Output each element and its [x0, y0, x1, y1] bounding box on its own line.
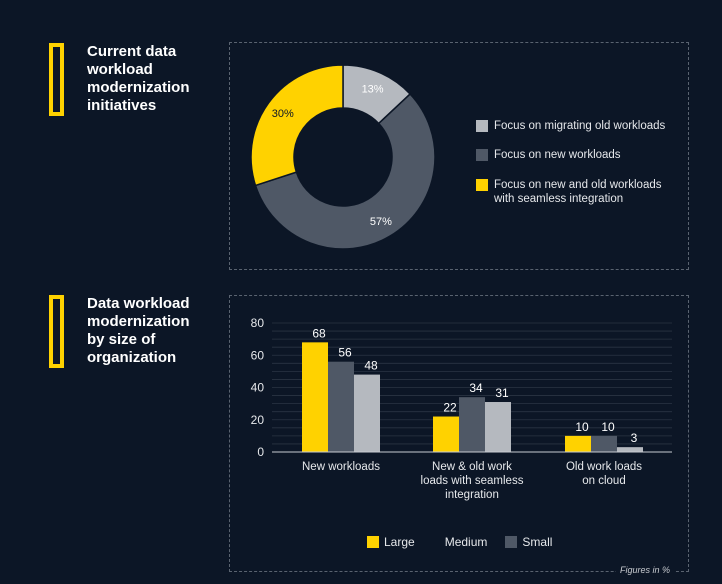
donut-legend-item-migrating: Focus on migrating old workloads: [476, 119, 665, 133]
donut-legend-item-seamless: Focus on new and old workloads with seam…: [476, 178, 662, 206]
bar-chart-panel: [229, 295, 689, 572]
section1-title-line: initiatives: [87, 97, 157, 114]
section2-accent-bar: [49, 295, 64, 368]
legend-swatch-large: [367, 536, 379, 548]
section2-title-line: by size of: [87, 331, 156, 348]
legend-label-medium: Medium: [444, 535, 488, 549]
legend-swatch: [476, 120, 488, 132]
donut-legend-item-new: Focus on new workloads: [476, 148, 621, 162]
section2-title-line: Data workload: [87, 295, 190, 312]
section1-accent-bar: [49, 43, 64, 116]
bar-legend: Large Medium Small: [367, 535, 552, 549]
legend-swatch: [476, 179, 488, 191]
legend-label-small: Small: [522, 535, 553, 549]
section2-title-line: organization: [87, 349, 177, 366]
legend-label: Focus on new workloads: [494, 149, 621, 161]
figures-note: Figures in %: [616, 565, 675, 575]
legend-label: Focus on migrating old workloads: [494, 120, 666, 132]
legend-swatch-small: [505, 536, 518, 548]
section1-title-line: modernization: [87, 79, 190, 96]
section2-title: Data workload modernization by size of o…: [87, 295, 190, 367]
legend-swatch: [476, 149, 488, 161]
section1-title-line: workload: [87, 61, 153, 78]
legend-label-large: Large: [384, 535, 415, 549]
donut-chart-panel: [229, 42, 689, 270]
legend-label: Focus on new and old workloads with seam…: [494, 179, 662, 205]
section1-title-line: Current data: [87, 43, 177, 60]
section2-title-line: modernization: [87, 313, 190, 330]
section1-title: Current data workload modernization init…: [87, 43, 190, 115]
